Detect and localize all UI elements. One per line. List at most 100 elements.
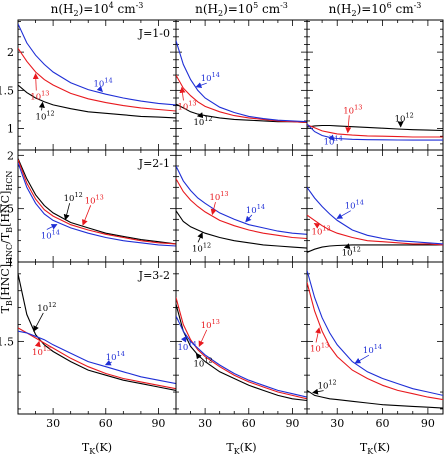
series-line-10-14 [18,330,176,385]
column-titles: n(H2)=104 cm-3 n(H2)=105 cm-3 n(H2)=106 cm… [51,1,422,18]
annotation-arrow-10-12 [312,388,324,395]
x-tick-label: 30 [46,417,60,430]
annotation-label-10-13: 1013 [85,193,104,206]
annotation-label-10-13: 1013 [312,224,331,237]
x-tick-label: 60 [376,417,390,430]
panel-frame [175,19,308,151]
y-tick-label: 1 [7,123,14,136]
annotation-arrow-10-13 [315,327,321,343]
panel-r2-c2: 1012 1013 1014 [175,149,308,263]
series-line-10-14 [307,270,443,396]
series-line-10-12 [176,103,307,124]
annotation-label-10-13: 1013 [343,103,362,116]
row-label: J=3-2 [138,269,170,282]
annotation-label-10-12: 1012 [192,241,211,254]
annotation-arrow-10-14 [96,85,103,93]
annotation-arrow-10-12 [33,312,44,332]
series-line-10-14 [307,123,443,141]
panel-grid: 101210131014J=1-011.52101210131014101210… [0,19,444,430]
annotation-label-10-14: 1014 [246,203,265,216]
annotation-label-10-14: 1014 [201,71,220,84]
annotation-arrow-10-14 [336,210,351,219]
y-axis-label: TB[HNC]HNC/TB[HNC]HCN [0,171,14,314]
series-line-10-13 [18,47,176,112]
x-tick-label: 30 [198,417,212,430]
column-title-2: n(H2)=105 cm-3 [195,1,288,18]
series-line-10-12 [18,273,176,391]
series-line-10-12 [307,124,443,132]
series-line-10-13 [176,297,307,400]
annotation-label-10-13: 1013 [201,318,220,331]
annotation-label-10-12: 1012 [395,112,414,125]
series-line-10-14 [176,40,307,123]
annotation-arrow-10-13 [179,86,186,101]
annotation-label-10-12: 1012 [64,191,83,204]
annotation-arrow-10-12 [343,243,351,249]
x-axis-label: TK(K) [82,441,112,456]
annotation-arrow-10-13 [34,340,41,348]
panel-frame [306,261,444,415]
annotation-arrow-10-14 [180,335,187,343]
x-axis-label: TK(K) [226,441,256,456]
panel-r2-c3: 1012 1013 1014 [306,149,444,263]
annotation-label-10-13: 1013 [32,345,51,358]
annotation-label-10-14: 1014 [363,343,382,356]
panel-r3-c1: 1012 1013 1014 J=3-2 1.5 30 60 90 [0,261,177,430]
x-axis-label: TK(K) [360,441,390,456]
series-line-10-14 [176,165,307,235]
annotation-label-10-14: 1014 [345,199,364,212]
x-tick-label: 90 [285,417,299,430]
series-line-10-12 [176,210,307,249]
annotation-arrow-10-13 [32,73,39,91]
annotation-label-10-14: 1014 [177,340,196,353]
panel-r1-c1: 1012 1013 1014 J=1-0 1 1.5 2 [0,19,177,151]
panel-r1-c2: 1012 1013 1014 [175,19,308,151]
annotation-arrow-10-12 [197,232,203,243]
annotation-label-10-14: 1014 [324,135,343,148]
series-line-10-14 [307,186,443,245]
series-line-10-13 [18,159,176,245]
panel-frame [17,261,177,415]
series-line-10-13 [176,178,307,240]
column-title-1: n(H2)=104 cm-3 [51,1,144,18]
annotation-label-10-12: 1012 [193,357,212,370]
annotation-label-10-12: 1012 [193,115,212,128]
row-label: J=2-1 [138,157,170,170]
x-tick-label: 90 [421,417,435,430]
annotation-label-10-14: 1014 [93,77,112,90]
panel-frame [175,261,308,415]
series-line-10-12 [176,304,307,402]
x-tick-label: 90 [151,417,165,430]
annotation-arrow-10-13 [313,222,321,229]
panel-r1-c3: 1012 1013 1014 [306,19,444,151]
annotation-arrow-10-13 [210,202,217,216]
axis-labels: TK(K) TK(K) TK(K) TB[HNC]HNC/TB[HNC]HCN [0,171,390,456]
row-label: J=1-0 [138,27,170,40]
series-line-10-13 [307,214,443,246]
series-line-10-12 [18,158,176,245]
annotation-label-10-13: 1013 [310,342,329,355]
series-line-10-12 [18,84,176,119]
series-line-10-13 [18,327,176,390]
annotation-arrow-10-13 [198,329,208,348]
series-line-10-12 [307,389,443,409]
annotation-label-10-13: 1013 [30,90,49,103]
annotation-label-10-12: 1012 [342,246,361,259]
annotation-label-10-12: 1012 [318,379,337,392]
series-line-10-14 [176,315,307,398]
series-line-10-13 [176,74,307,124]
y-tick-label: 1 [7,256,14,269]
annotation-label-10-12: 1012 [37,301,56,314]
x-tick-label: 60 [242,417,256,430]
annotation-arrow-10-14 [104,359,112,366]
x-tick-label: 60 [99,417,113,430]
annotation-arrow-10-12 [195,352,202,360]
x-tick-label: 30 [330,417,344,430]
y-tick-label: 2 [7,149,14,162]
series-line-10-12 [307,244,443,253]
annotation-label-10-13: 1013 [209,190,228,203]
y-tick-label: 2 [7,46,14,59]
annotation-arrow-10-12 [63,203,71,221]
